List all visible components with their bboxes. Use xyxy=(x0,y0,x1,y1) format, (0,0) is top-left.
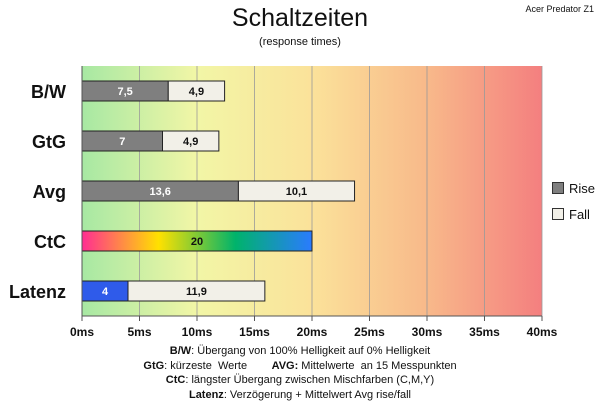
bar-label-fall: 4,9 xyxy=(183,136,198,148)
legend-item-fall: Fall xyxy=(552,206,595,222)
bar-label-rise: 4 xyxy=(102,286,109,298)
bar-label-rise: 7,5 xyxy=(117,86,132,98)
category-label: B/W xyxy=(31,82,66,102)
legend-swatch-fall xyxy=(552,208,564,220)
note-text: : längster Übergang zwischen Mischfarben… xyxy=(185,374,435,386)
legend-label-rise: Rise xyxy=(569,180,596,196)
note-key: CtC xyxy=(165,374,186,386)
note-text: Mittelwerte an 15 Messpunkten xyxy=(298,359,457,372)
note-key: Latenz xyxy=(188,388,224,401)
bar-fall xyxy=(162,130,220,152)
note-key: B/W xyxy=(169,345,192,357)
legend-label-fall: Fall xyxy=(569,206,590,222)
notes: B/W: Übergang von 100% Helligkeit auf 0%… xyxy=(0,344,600,402)
x-tick-label: 5ms xyxy=(127,325,151,339)
bar-label-rise: 7 xyxy=(119,136,125,148)
note-key: AVG: xyxy=(271,359,299,372)
bar-label-fall: 11,9 xyxy=(186,286,207,298)
x-tick-label: 25ms xyxy=(354,325,385,339)
category-label: GtG xyxy=(32,132,66,152)
x-tick-label: 30ms xyxy=(412,325,443,339)
bar-label-rise: 13,6 xyxy=(149,186,170,198)
response-time-chart: 7,5 4,9 7 4,9 13,6 10,1 20 4 11,9 B/W GtG Avg CtC La… xyxy=(9,66,558,339)
bar-label-fall: 10,1 xyxy=(286,186,307,198)
bar-fall xyxy=(237,180,356,202)
note-text: : Übergang von 100% Helligkeit auf 0% He… xyxy=(191,345,431,357)
chart-title: Schaltzeiten xyxy=(231,4,369,32)
category-label: Avg xyxy=(33,182,66,202)
note-bw: B/W: Übergang von 100% Helligkeit auf 0%… xyxy=(0,344,600,359)
note-gtg: GtG: kürzeste Werte AVG: Mittelwerte an … xyxy=(0,359,600,374)
bar-label-fall: 4,9 xyxy=(189,86,204,98)
note-text: : Verzögerung + Mittelwert Avg rise/fall xyxy=(223,388,412,401)
note-latenz: Latenz: Verzögerung + Mittelwert Avg ris… xyxy=(0,388,600,403)
bar-fall xyxy=(127,280,266,302)
category-label: Latenz xyxy=(9,282,66,302)
note-key: GtG xyxy=(143,359,165,372)
product-label: Acer Predator Z1 xyxy=(525,4,594,14)
x-tick-label: 0ms xyxy=(70,325,94,339)
legend: Rise Fall xyxy=(552,180,595,232)
legend-item-rise: Rise xyxy=(552,180,595,196)
x-tick-label: 15ms xyxy=(239,325,270,339)
x-tick-label: 40ms xyxy=(527,325,558,339)
bar-label-rise: 20 xyxy=(191,236,203,248)
category-label: CtC xyxy=(34,232,66,252)
bar-fall xyxy=(167,80,226,102)
x-tick-label: 20ms xyxy=(297,325,328,339)
chart-subtitle: (response times) xyxy=(259,36,341,48)
note-text: : kürzeste Werte xyxy=(164,359,272,372)
x-tick-label: 10ms xyxy=(182,325,213,339)
x-tick-label: 35ms xyxy=(469,325,500,339)
note-ctc: CtC: längster Übergang zwischen Mischfar… xyxy=(0,373,600,388)
legend-swatch-rise xyxy=(552,182,564,194)
